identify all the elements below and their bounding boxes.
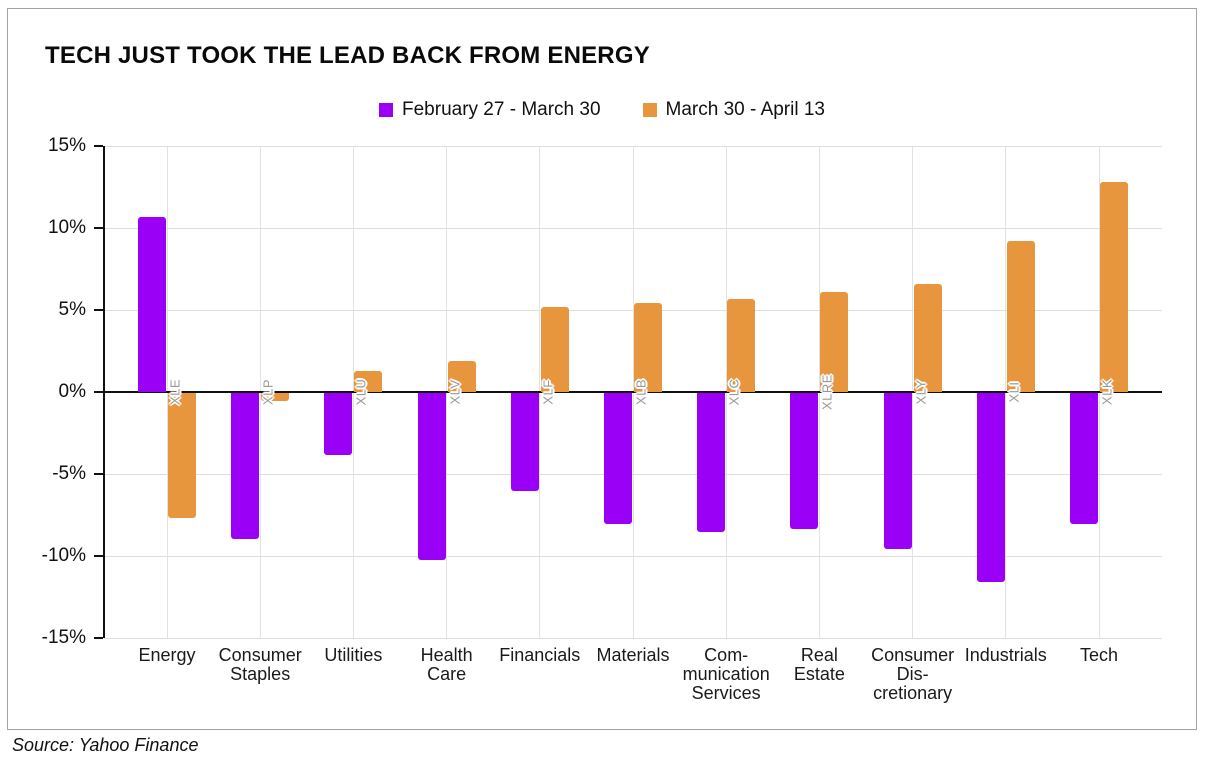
ticker-label-xli: XLI <box>1006 381 1022 403</box>
legend-label: February 27 - March 30 <box>402 99 601 120</box>
chart-figure: TECH JUST TOOK THE LEAD BACK FROM ENERGY… <box>7 8 1197 730</box>
bar-series1-industrials <box>976 393 1005 582</box>
bar-series2-real-estate <box>820 291 849 392</box>
x-label-real-estate: Real Estate <box>793 645 845 684</box>
legend-item-march-30-april-13: March 30 - April 13 <box>642 99 825 121</box>
y-tick <box>94 391 103 393</box>
bar-series2-energy <box>168 393 196 518</box>
ticker-label-xlk: XLK <box>1099 378 1115 406</box>
zero-axis-line <box>104 391 1162 393</box>
x-label-communication-services: Com-munication Services <box>682 645 770 703</box>
y-tick <box>94 145 103 147</box>
x-label-energy: Energy <box>138 645 196 665</box>
y-tick-label: -15% <box>41 627 86 648</box>
y-tick-label: 10% <box>47 217 86 238</box>
bar-series2-materials <box>634 303 662 392</box>
bar-series1-tech <box>1070 393 1098 525</box>
y-tick-label: -5% <box>52 463 86 484</box>
ticker-label-xle: XLE <box>167 378 183 406</box>
y-tick <box>94 227 103 229</box>
legend-swatch-icon <box>379 103 393 117</box>
x-label-financials: Financials <box>499 645 581 665</box>
y-axis-line <box>103 146 105 638</box>
bar-series1-consumer-discretionary <box>883 393 912 549</box>
ticker-label-xlf: XLF <box>540 379 556 405</box>
x-label-industrials: Industrials <box>964 645 1047 665</box>
plot-area: 15% 10% 5% 0% -5% -10% -15% XLE XLP XLU XLV XLF XLB X… <box>42 135 1162 703</box>
bar-series2-consumer-staples <box>261 393 290 402</box>
source-note: Source: Yahoo Finance <box>12 735 199 755</box>
bar-series2-utilities <box>354 370 383 392</box>
bar-series2-consumer-discretionary <box>913 283 942 392</box>
legend-swatch-icon <box>642 103 657 117</box>
y-tick-label: 0% <box>58 381 86 402</box>
ticker-label-xlu: XLU <box>353 378 369 406</box>
y-tick-label: 15% <box>47 135 86 156</box>
bar-series2-tech <box>1100 182 1128 392</box>
bar-series2-financials <box>540 306 569 392</box>
x-label-health-care: Health Care <box>420 645 473 684</box>
y-tick-label: 5% <box>58 299 86 320</box>
bar-series1-financials <box>510 393 539 492</box>
legend-label: March 30 - April 13 <box>665 99 825 120</box>
bar-series1-energy <box>138 216 166 392</box>
bar-series2-industrials <box>1006 241 1035 392</box>
x-label-consumer-discretionary: Consumer Dis-cretionary <box>871 645 955 703</box>
h-gridline <box>104 637 1162 639</box>
legend: February 27 - March 30 March 30 - April 1… <box>8 99 1196 121</box>
chart-title: TECH JUST TOOK THE LEAD BACK FROM ENERGY <box>45 42 650 69</box>
ticker-label-xlb: XLB <box>633 378 649 406</box>
ticker-label-xly: XLY <box>913 379 929 405</box>
y-tick-label: -10% <box>41 545 86 566</box>
bar-series1-real-estate <box>790 393 819 530</box>
x-label-utilities: Utilities <box>324 645 383 665</box>
bar-series1-communication-services <box>697 393 726 533</box>
ticker-label-xlc: XLC <box>726 378 742 406</box>
y-tick <box>94 637 103 639</box>
y-tick <box>94 473 103 475</box>
bar-series2-communication-services <box>727 298 756 392</box>
bar-series1-utilities <box>324 393 353 456</box>
y-tick <box>94 555 103 557</box>
ticker-label-xlp: XLP <box>260 378 276 406</box>
legend-item-february-27-march-30: February 27 - March 30 <box>379 99 601 121</box>
ticker-label-xlv: XLV <box>447 379 463 405</box>
x-label-tech: Tech <box>1079 645 1119 665</box>
y-tick <box>94 309 103 311</box>
bar-series1-health-care <box>417 393 446 561</box>
x-label-materials: Materials <box>596 645 670 665</box>
bar-series1-materials <box>604 393 632 525</box>
x-label-consumer-staples: Consumer Staples <box>218 645 302 684</box>
ticker-label-xlre: XLRE <box>819 374 835 410</box>
bar-series2-health-care <box>447 360 476 392</box>
bar-series1-consumer-staples <box>231 393 260 539</box>
